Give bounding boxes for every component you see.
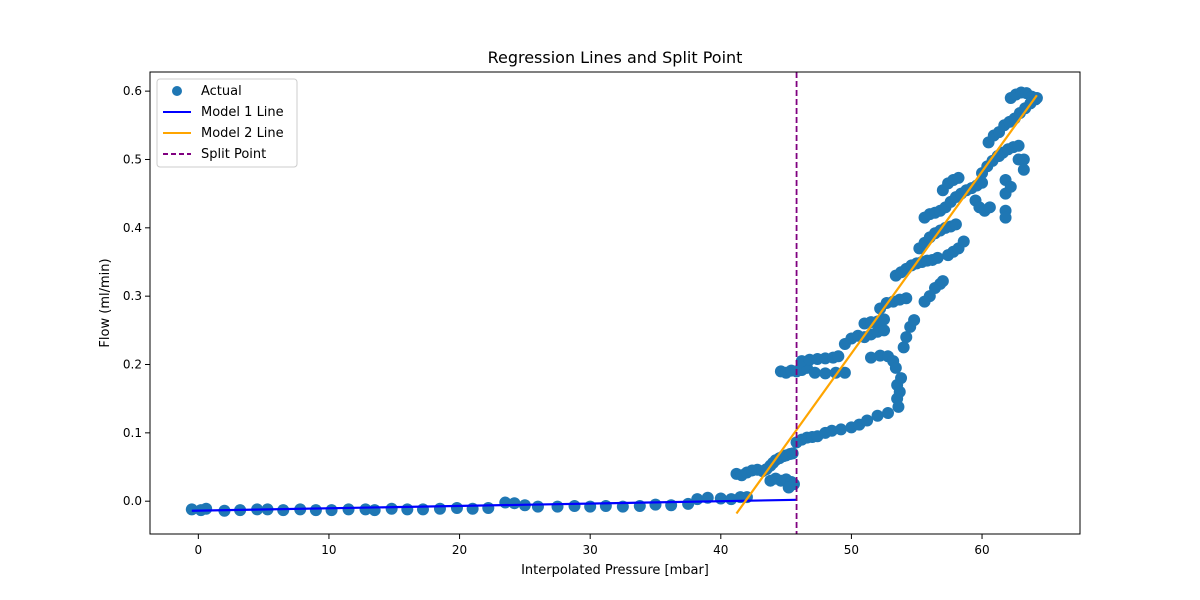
legend-label: Actual bbox=[201, 84, 242, 99]
scatter-point bbox=[838, 366, 851, 379]
scatter-point bbox=[878, 324, 891, 337]
x-axis-ticks: 0 10 20 30 40 50 60 bbox=[195, 534, 990, 557]
scatter-point bbox=[897, 341, 910, 354]
scatter-point bbox=[782, 481, 795, 494]
scatter-point bbox=[450, 502, 463, 515]
y-tick-label: 0.5 bbox=[123, 152, 142, 166]
x-tick-label: 10 bbox=[321, 543, 336, 557]
scatter-point bbox=[599, 499, 612, 512]
scatter-point bbox=[808, 366, 821, 379]
scatter-point bbox=[1017, 163, 1030, 176]
scatter-point bbox=[714, 492, 727, 505]
scatter-point bbox=[385, 502, 398, 515]
scatter-point bbox=[325, 504, 338, 517]
scatter-point bbox=[832, 350, 845, 363]
scatter-point bbox=[531, 500, 544, 513]
scatter-point bbox=[309, 504, 322, 517]
scatter-point bbox=[900, 292, 913, 305]
scatter-point bbox=[881, 407, 894, 420]
scatter-point bbox=[976, 176, 989, 189]
scatter-point bbox=[649, 498, 662, 511]
x-tick-label: 30 bbox=[583, 543, 598, 557]
scatter-point bbox=[936, 275, 949, 288]
scatter-point bbox=[691, 493, 704, 506]
scatter-point bbox=[1017, 153, 1030, 166]
y-axis-label: Flow (ml/min) bbox=[98, 258, 113, 347]
scatter-point bbox=[918, 295, 931, 308]
y-tick-label: 0.6 bbox=[123, 84, 142, 98]
scatter-point bbox=[416, 503, 429, 516]
x-tick-label: 50 bbox=[844, 543, 859, 557]
x-tick-label: 60 bbox=[974, 543, 989, 557]
plot-frame bbox=[149, 71, 1081, 535]
scatter-point bbox=[865, 351, 878, 364]
y-tick-label: 0.2 bbox=[123, 358, 142, 372]
y-tick-label: 0.3 bbox=[123, 289, 142, 303]
scatter-point bbox=[185, 503, 198, 516]
scatter-point bbox=[764, 474, 777, 487]
scatter-point bbox=[401, 503, 414, 516]
scatter-point bbox=[952, 171, 965, 184]
y-tick-label: 0.1 bbox=[123, 426, 142, 440]
scatter-point bbox=[359, 503, 372, 516]
scatter-point bbox=[892, 400, 905, 413]
plot-data-layer bbox=[185, 72, 1043, 534]
scatter-point bbox=[889, 361, 902, 374]
legend: Actual Model 1 Line Model 2 Line Split Poin… bbox=[156, 78, 298, 168]
model-1-line bbox=[191, 498, 797, 512]
legend-label: Split Point bbox=[201, 147, 266, 162]
scatter-point bbox=[825, 424, 838, 437]
scatter-point bbox=[949, 218, 962, 231]
legend-box bbox=[156, 78, 298, 168]
scatter-point bbox=[1012, 139, 1025, 152]
scatter-point bbox=[786, 447, 799, 460]
scatter-point bbox=[871, 409, 884, 422]
scatter-point bbox=[900, 331, 913, 344]
scatter-point bbox=[482, 502, 495, 515]
chart-title: Regression Lines and Split Point bbox=[488, 48, 743, 67]
scatter-point bbox=[834, 423, 847, 436]
scatter-point bbox=[893, 385, 906, 398]
model-2-line bbox=[735, 94, 1038, 515]
scatter-point bbox=[861, 414, 874, 427]
scatter-point bbox=[568, 499, 581, 512]
scatter-point bbox=[895, 372, 908, 385]
y-tick-label: 0.0 bbox=[123, 494, 142, 508]
scatter-point bbox=[508, 497, 521, 510]
y-axis-ticks: 0.0 0.1 0.2 0.3 0.4 0.5 0.6 bbox=[123, 84, 150, 508]
scatter-point bbox=[342, 503, 355, 516]
legend-label: Model 1 Line bbox=[201, 105, 284, 120]
scatter-point bbox=[433, 502, 446, 515]
scatter-point bbox=[957, 235, 970, 248]
x-tick-label: 40 bbox=[713, 543, 728, 557]
scatter-point bbox=[819, 367, 832, 380]
scatter-point bbox=[200, 502, 213, 515]
scatter-point bbox=[931, 251, 944, 264]
x-tick-label: 20 bbox=[452, 543, 467, 557]
scatter-point bbox=[993, 150, 1006, 163]
scatter-point bbox=[908, 314, 921, 327]
scatter-point bbox=[878, 313, 891, 326]
legend-marker-actual bbox=[172, 86, 182, 96]
y-tick-label: 0.4 bbox=[123, 221, 142, 235]
scatter-point bbox=[551, 500, 564, 513]
scatter-point bbox=[1004, 180, 1017, 193]
x-tick-label: 0 bbox=[195, 543, 203, 557]
scatter-point bbox=[999, 211, 1012, 224]
legend-label: Model 2 Line bbox=[201, 126, 284, 141]
scatter-point bbox=[368, 504, 381, 517]
x-axis-label: Interpolated Pressure [mbar] bbox=[521, 563, 709, 578]
scatter-point bbox=[983, 201, 996, 214]
